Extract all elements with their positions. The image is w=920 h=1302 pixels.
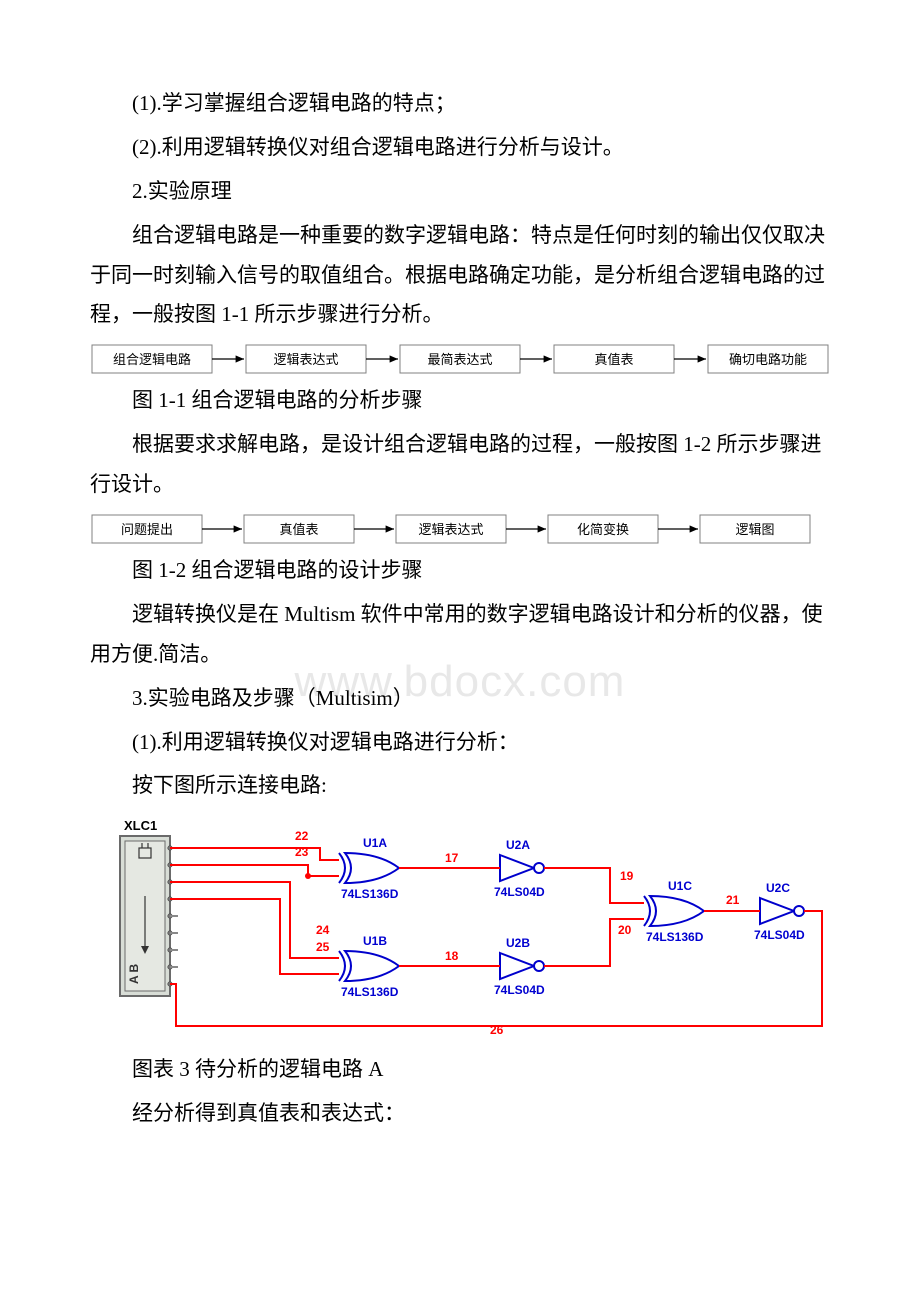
svg-text:74LS04D: 74LS04D	[754, 928, 805, 942]
svg-text:19: 19	[620, 869, 634, 883]
svg-text:化简变换: 化简变换	[577, 522, 629, 537]
para-5: 根据要求求解电路，是设计组合逻辑电路的过程，一般按图 1-2 所示步骤进行设计。	[90, 425, 830, 505]
svg-text:18: 18	[445, 949, 459, 963]
svg-text:最简表达式: 最简表达式	[427, 352, 492, 367]
svg-text:20: 20	[618, 923, 632, 937]
svg-text:74LS136D: 74LS136D	[646, 930, 704, 944]
svg-text:U2C: U2C	[766, 881, 790, 895]
svg-text:U2B: U2B	[506, 936, 530, 950]
svg-text:组合逻辑电路: 组合逻辑电路	[113, 352, 191, 367]
para-6: 逻辑转换仪是在 Multism 软件中常用的数字逻辑电路设计和分析的仪器，使用方…	[90, 595, 830, 675]
para-8: (1).利用逻辑转换仪对逻辑电路进行分析：	[90, 723, 830, 763]
svg-text:逻辑表达式: 逻辑表达式	[273, 352, 338, 367]
para-7: 3.实验电路及步骤（Multisim）	[90, 679, 830, 719]
para-4: 组合逻辑电路是一种重要的数字逻辑电路：特点是任何时刻的输出仅仅取决于同一时刻输入…	[90, 216, 830, 336]
svg-text:74LS04D: 74LS04D	[494, 983, 545, 997]
document-body: (1).学习掌握组合逻辑电路的特点； (2).利用逻辑转换仪对组合逻辑电路进行分…	[90, 84, 830, 1134]
svg-text:74LS136D: 74LS136D	[341, 887, 399, 901]
svg-text:U1C: U1C	[668, 879, 692, 893]
svg-text:逻辑表达式: 逻辑表达式	[418, 522, 483, 537]
svg-text:问题提出: 问题提出	[121, 522, 173, 537]
svg-text:21: 21	[726, 893, 740, 907]
caption-1: 图 1-1 组合逻辑电路的分析步骤	[90, 381, 830, 421]
circuit-diagram: A B XLC1 U1A 74LS136D U1B 74LS136D U2A 74LS04D U…	[90, 816, 830, 1046]
svg-text:24: 24	[316, 923, 330, 937]
para-3: 2.实验原理	[90, 172, 830, 212]
svg-text:74LS136D: 74LS136D	[341, 985, 399, 999]
svg-text:23: 23	[295, 845, 309, 859]
para-1: (1).学习掌握组合逻辑电路的特点；	[90, 84, 830, 124]
svg-text:25: 25	[316, 940, 330, 954]
svg-text:17: 17	[445, 851, 459, 865]
svg-text:确切电路功能: 确切电路功能	[729, 352, 807, 367]
caption-2: 图 1-2 组合逻辑电路的设计步骤	[90, 551, 830, 591]
flowchart-1: 组合逻辑电路 逻辑表达式 最简表达式 真值表 确切电路功能	[90, 341, 830, 377]
para-2: (2).利用逻辑转换仪对组合逻辑电路进行分析与设计。	[90, 128, 830, 168]
svg-text:U1B: U1B	[363, 934, 387, 948]
svg-text:A B: A B	[127, 964, 141, 985]
svg-text:逻辑图: 逻辑图	[735, 522, 774, 537]
caption-3: 图表 3 待分析的逻辑电路 A	[90, 1050, 830, 1090]
para-10: 经分析得到真值表和表达式：	[90, 1094, 830, 1134]
svg-text:22: 22	[295, 829, 309, 843]
svg-text:真值表: 真值表	[279, 522, 318, 537]
svg-text:74LS04D: 74LS04D	[494, 885, 545, 899]
svg-text:U1A: U1A	[363, 836, 387, 850]
svg-text:26: 26	[490, 1023, 504, 1037]
svg-text:XLC1: XLC1	[124, 818, 157, 833]
svg-text:U2A: U2A	[506, 838, 530, 852]
svg-text:真值表: 真值表	[594, 352, 633, 367]
para-9: 按下图所示连接电路:	[90, 766, 830, 806]
flowchart-2: 问题提出 真值表 逻辑表达式 化简变换 逻辑图	[90, 511, 830, 547]
